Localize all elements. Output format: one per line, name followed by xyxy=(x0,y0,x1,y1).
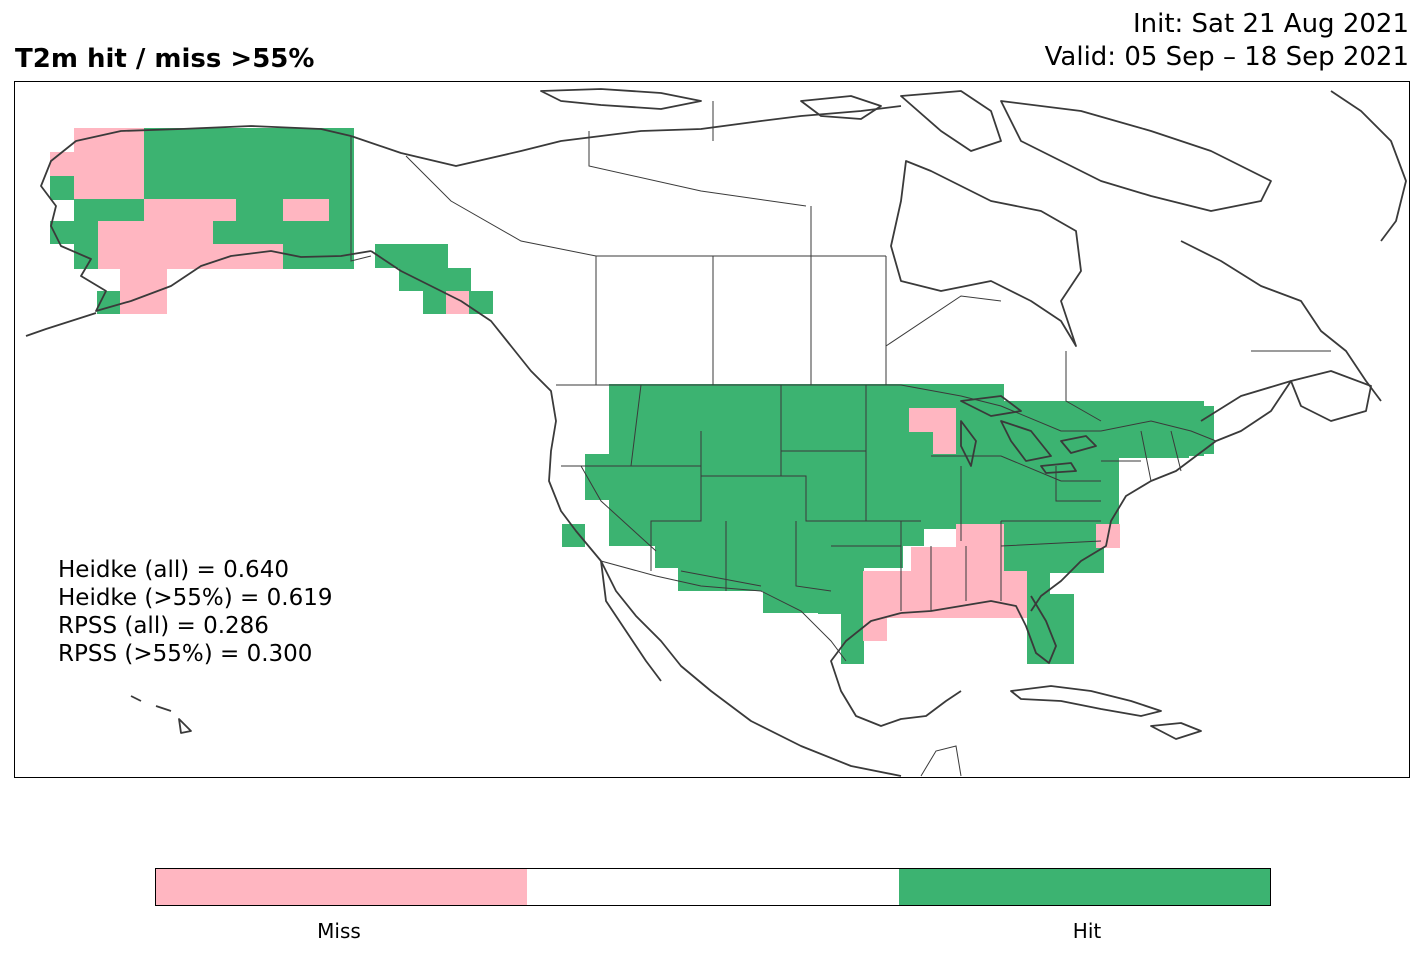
hit-cell xyxy=(399,268,471,291)
colorbar-neutral-segment xyxy=(527,869,899,905)
map-title: T2m hit / miss >55% xyxy=(15,44,315,74)
map-canvas xyxy=(25,88,1407,777)
rpss-55: RPSS (>55%) = 0.300 xyxy=(58,641,313,667)
florida xyxy=(900,595,1057,664)
pacific-coast xyxy=(370,250,602,562)
miss-cell xyxy=(74,128,144,152)
hispaniola xyxy=(1150,722,1202,740)
colorbar-hit-segment xyxy=(898,869,1270,905)
borders xyxy=(350,101,1331,777)
labrador-coast xyxy=(1180,240,1382,402)
canada-us-border xyxy=(556,384,1217,442)
hit-cell xyxy=(375,244,448,268)
coastlines xyxy=(25,88,1407,777)
miss-cell xyxy=(863,618,887,641)
colorbar xyxy=(155,868,1271,906)
hit-cell xyxy=(1166,406,1214,454)
arctic-island xyxy=(800,95,882,120)
hit-cell xyxy=(213,221,283,244)
miss-cell xyxy=(98,244,283,269)
east-coast xyxy=(1030,440,1217,612)
miss-cell xyxy=(120,269,167,314)
hit-cell xyxy=(1026,571,1050,594)
state-borders xyxy=(561,384,1182,611)
hit-cell xyxy=(1001,406,1189,458)
miss-cell xyxy=(283,199,329,221)
miss-cell xyxy=(50,152,144,176)
great-lakes xyxy=(960,395,1097,474)
cuba xyxy=(1010,685,1162,717)
miss-cell xyxy=(911,547,1004,571)
hit-cell xyxy=(841,614,864,664)
hit-cell xyxy=(924,456,1119,529)
heidke-all: Heidke (all) = 0.640 xyxy=(58,557,289,583)
hit-cell xyxy=(74,199,120,221)
us-mexico-border xyxy=(600,560,847,662)
hit-cell xyxy=(818,591,864,614)
miss-cell xyxy=(899,571,1027,618)
alaska-canada-border xyxy=(350,136,372,262)
arctic-island xyxy=(540,88,702,110)
hit-cell xyxy=(562,524,585,547)
miss-cell xyxy=(863,571,899,618)
hit-cell xyxy=(236,199,283,221)
miss-cell xyxy=(956,524,1004,547)
hit-cell xyxy=(50,176,74,200)
baja-california xyxy=(600,560,662,682)
miss-cell xyxy=(144,199,236,221)
miss-cell xyxy=(909,408,956,432)
arctic-coast xyxy=(350,105,902,167)
alaska-coast xyxy=(40,125,372,312)
valid-period: Valid: 05 Sep – 18 Sep 2021 xyxy=(1044,42,1409,72)
forecast-cells xyxy=(50,128,1214,664)
colorbar-label-miss: Miss xyxy=(317,919,361,943)
hit-cell xyxy=(1004,529,1104,573)
heidke-55: Heidke (>55%) = 0.619 xyxy=(58,585,333,611)
province-borders xyxy=(405,101,1331,422)
colorbar-label-hit: Hit xyxy=(1072,919,1102,943)
miss-cell xyxy=(74,176,144,200)
hit-cell xyxy=(50,221,98,244)
greenland-edge xyxy=(1330,90,1407,242)
mexico-pacific xyxy=(600,560,902,777)
hawaii xyxy=(130,695,192,734)
hit-cell xyxy=(1027,594,1074,664)
gulf-st-lawrence xyxy=(1200,380,1292,442)
skill-scores: Heidke (all) = 0.640 Heidke (>55%) = 0.6… xyxy=(58,556,332,668)
hudson-bay xyxy=(890,160,1082,347)
newfoundland xyxy=(1290,370,1372,422)
rpss-all: RPSS (all) = 0.286 xyxy=(58,613,269,639)
colorbar-miss-segment xyxy=(156,869,528,905)
aleutian-islands xyxy=(25,312,97,337)
miss-cell xyxy=(98,221,213,244)
init-date: Init: Sat 21 Aug 2021 xyxy=(1132,9,1409,39)
map-panel xyxy=(14,81,1410,778)
hit-cell xyxy=(120,199,144,221)
miss-cell xyxy=(933,432,956,454)
arctic-island xyxy=(900,90,1002,152)
central-america-borders xyxy=(920,745,962,777)
baffin-island xyxy=(1000,100,1272,212)
gulf-coast xyxy=(830,612,962,727)
